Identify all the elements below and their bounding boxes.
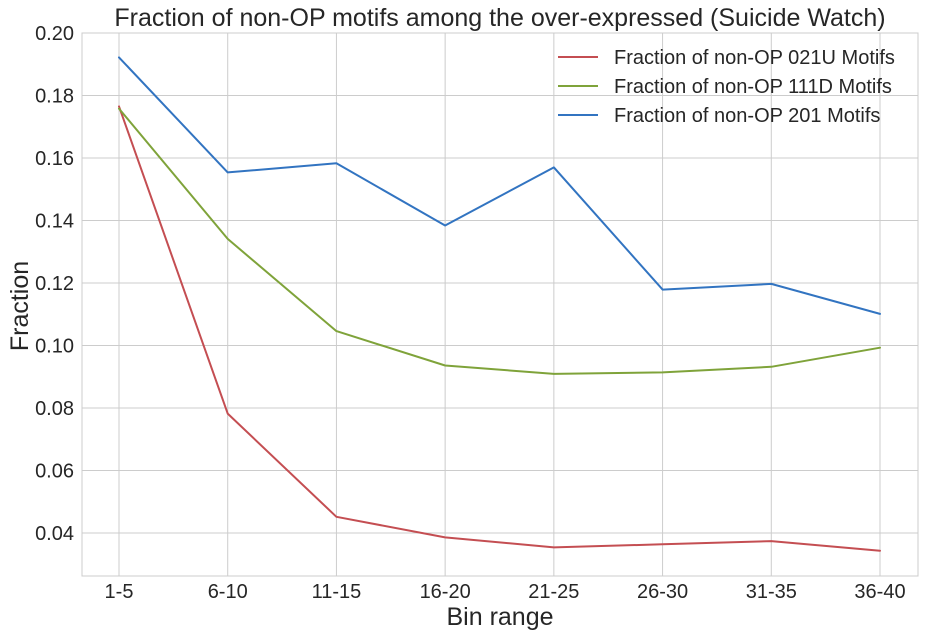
series-line-2 xyxy=(118,107,881,375)
y-tick-label: 0.12 xyxy=(35,273,74,295)
legend-label: Fraction of non-OP 201 Motifs xyxy=(614,105,880,127)
y-tick-label: 0.08 xyxy=(35,398,74,420)
y-tick-labels: 0.04 0.06 0.08 0.10 0.12 0.14 0.16 0.18 0.20 xyxy=(35,23,74,545)
chart-title: Fraction of non-OP motifs among the over… xyxy=(114,4,885,32)
x-tick-label: 1-5 xyxy=(105,581,134,603)
legend-label: Fraction of non-OP 111D Motifs xyxy=(614,76,892,98)
y-tick-label: 0.18 xyxy=(35,86,74,108)
plot-area xyxy=(81,32,919,577)
series-lines xyxy=(118,56,881,552)
y-tick-label: 0.04 xyxy=(35,523,74,545)
y-tick-label: 0.10 xyxy=(35,336,74,358)
x-tick-label: 26-30 xyxy=(637,581,688,603)
x-tick-label: 16-20 xyxy=(420,581,471,603)
x-tick-label: 31-35 xyxy=(746,581,797,603)
y-tick-label: 0.14 xyxy=(35,211,74,233)
series-line-1 xyxy=(118,105,881,552)
x-tick-labels: 1-5 6-10 11-15 16-20 21-25 26-30 31-35 36-40 xyxy=(105,581,906,603)
x-tick-label: 36-40 xyxy=(854,581,905,603)
y-tick-label: 0.06 xyxy=(35,461,74,483)
plot-frame xyxy=(81,32,919,577)
y-tick-label: 0.20 xyxy=(35,23,74,45)
series-line-3 xyxy=(118,56,881,315)
x-tick-label: 21-25 xyxy=(528,581,579,603)
x-tick-label: 6-10 xyxy=(208,581,248,603)
y-axis-label: Fraction xyxy=(6,261,34,351)
legend: Fraction of non-OP 021U Motifs Fraction o… xyxy=(558,47,895,127)
legend-label: Fraction of non-OP 021U Motifs xyxy=(614,47,895,69)
x-tick-label: 11-15 xyxy=(312,581,362,603)
y-tick-label: 0.16 xyxy=(35,148,74,170)
x-axis-label: Bin range xyxy=(446,603,553,631)
